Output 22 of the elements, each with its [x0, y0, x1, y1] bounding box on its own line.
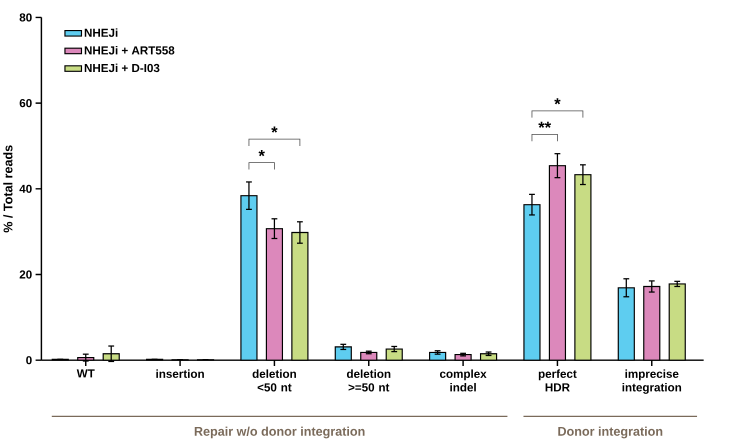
text: Donor integration	[558, 426, 662, 438]
x-tick-label: deletion <50 nt	[252, 369, 296, 392]
y-tick-label: 80	[20, 13, 32, 22]
x-tick-label: complex indel	[440, 369, 487, 392]
x-tick-label: insertion	[156, 369, 204, 378]
x-tick-label: deletion >=50 nt	[346, 369, 390, 392]
annotation: *	[554, 98, 561, 104]
x-tick-label: WT	[76, 369, 95, 378]
y-tick-label: 0	[26, 356, 32, 364]
y-axis-title: % / Total reads	[3, 145, 13, 232]
annotation: *	[258, 150, 265, 156]
y-tick-label: 40	[19, 184, 32, 193]
text: Repair w/o donor integration	[194, 426, 364, 438]
y-tick-label: 60	[20, 98, 32, 108]
x-tick-label: perfect HDR	[538, 369, 577, 392]
y-tick-label: 20	[20, 270, 32, 278]
x-tick-label: imprecise integration	[622, 369, 682, 394]
legend-label: NHEJi	[84, 28, 118, 37]
legend-label: NHEJi + ART558	[84, 46, 174, 54]
annotation: **	[538, 122, 552, 128]
annotation: *	[271, 126, 278, 132]
legend-label: NHEJi + D-I03	[84, 63, 160, 72]
